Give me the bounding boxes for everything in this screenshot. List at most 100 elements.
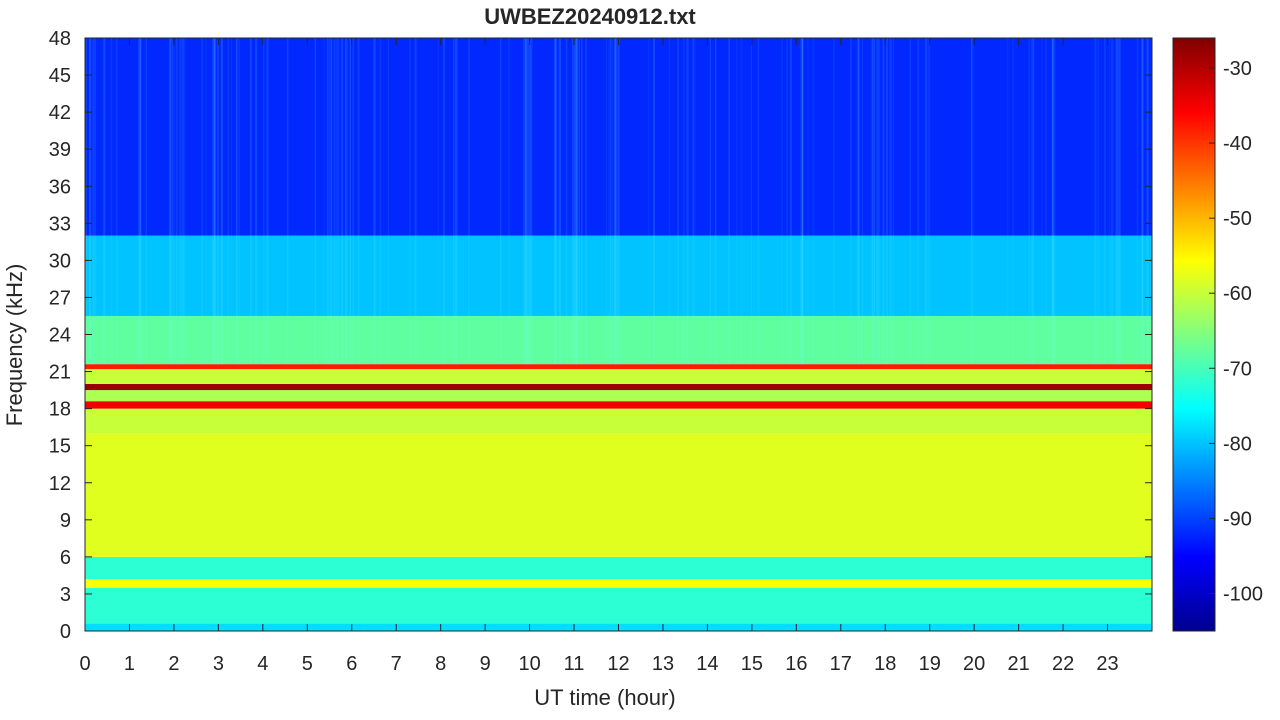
- texture-stripe: [254, 38, 258, 365]
- texture-stripe: [345, 38, 347, 365]
- texture-stripe: [861, 38, 864, 365]
- texture-stripe: [1111, 38, 1114, 365]
- heatmap-band-2: [85, 579, 1152, 588]
- texture-stripe: [326, 38, 329, 365]
- colorbar-tick-label: -30: [1223, 58, 1252, 80]
- texture-stripe: [238, 38, 240, 365]
- x-tick-label: 4: [257, 653, 268, 675]
- y-tick-label: 36: [49, 176, 71, 198]
- texture-stripe: [553, 38, 556, 365]
- texture-stripe: [357, 38, 360, 365]
- texture-stripe: [576, 38, 579, 365]
- texture-stripe: [653, 38, 656, 365]
- texture-stripe: [612, 38, 614, 365]
- x-tick-label: 14: [696, 653, 718, 675]
- texture-stripe: [220, 38, 223, 365]
- texture-stripe: [693, 38, 696, 365]
- texture-stripe: [455, 38, 458, 365]
- texture-stripe: [213, 38, 216, 365]
- x-axis-label: UT time (hour): [534, 685, 675, 710]
- texture-stripe: [212, 38, 214, 365]
- y-tick-label: 42: [49, 102, 71, 124]
- heatmap-band-12: [85, 235, 1152, 316]
- texture-stripe: [528, 38, 531, 365]
- texture-stripe: [692, 38, 694, 365]
- texture-stripe: [873, 38, 875, 365]
- colorbar-tick-label: -40: [1223, 133, 1252, 155]
- texture-stripe: [453, 38, 455, 365]
- texture-stripe: [585, 38, 587, 365]
- texture-stripe: [468, 38, 470, 365]
- x-tick-label: 5: [302, 653, 313, 675]
- x-tick-label: 0: [79, 653, 90, 675]
- y-tick-label: 45: [49, 65, 71, 87]
- texture-stripe: [379, 38, 382, 365]
- texture-stripe: [882, 38, 885, 365]
- texture-stripe: [341, 38, 344, 365]
- texture-stripe: [102, 38, 106, 365]
- texture-stripe: [249, 38, 252, 365]
- texture-stripe: [181, 38, 184, 365]
- texture-stripe: [614, 38, 617, 365]
- texture-stripe: [176, 38, 179, 365]
- y-axis-label: Frequency (kHz): [2, 264, 27, 427]
- y-tick-label: 30: [49, 250, 71, 272]
- texture-stripe: [85, 38, 87, 365]
- x-axis-ticks: 0 1 2 3 4 5 6 7 8 9 10 11 12 13 14 15 16 17 18 19 20 21 22 23: [79, 38, 1119, 675]
- texture-stripe: [610, 38, 612, 365]
- texture-stripe: [335, 38, 338, 365]
- texture-stripe: [877, 38, 880, 365]
- texture-stripe: [88, 38, 92, 365]
- heatmap-band-11: [85, 315, 1152, 365]
- texture-stripe: [971, 38, 974, 365]
- texture-stripe: [94, 38, 97, 365]
- texture-stripe: [781, 38, 783, 365]
- texture-stripe: [507, 38, 511, 365]
- x-tick-label: 9: [480, 653, 491, 675]
- texture-stripe: [581, 38, 583, 365]
- texture-stripe: [578, 38, 580, 365]
- texture-stripe: [182, 38, 185, 365]
- heatmap-band-13: [85, 38, 1152, 236]
- texture-stripe: [606, 38, 608, 365]
- texture-stripe: [329, 38, 331, 365]
- texture-stripe: [266, 38, 269, 365]
- heatmap-band-10: [85, 364, 1152, 370]
- texture-stripe: [263, 38, 265, 365]
- texture-stripe: [849, 38, 852, 365]
- texture-stripe: [876, 38, 878, 365]
- x-tick-label: 11: [564, 653, 585, 675]
- colorbar-tick-label: -80: [1223, 433, 1252, 455]
- colorbar-tick-label: -50: [1223, 208, 1252, 230]
- texture-stripe: [525, 38, 527, 365]
- texture-stripe: [790, 38, 792, 365]
- y-tick-label: 0: [60, 621, 71, 643]
- texture-stripe: [373, 38, 376, 365]
- texture-stripe: [345, 38, 347, 365]
- texture-stripe: [889, 38, 892, 365]
- y-tick-label: 18: [49, 399, 71, 421]
- texture-stripe: [970, 38, 973, 365]
- x-tick-label: 15: [741, 653, 763, 675]
- texture-stripe: [714, 38, 717, 365]
- texture-stripe: [1045, 38, 1047, 365]
- x-tick-label: 17: [830, 653, 852, 675]
- texture-stripe: [387, 38, 389, 365]
- texture-stripe: [812, 38, 815, 365]
- texture-stripe: [682, 38, 685, 365]
- texture-stripe: [213, 38, 216, 365]
- texture-stripe: [138, 38, 141, 365]
- texture-stripe: [443, 38, 445, 365]
- texture-stripe: [337, 38, 340, 365]
- texture-stripe: [668, 38, 671, 365]
- texture-stripe: [750, 38, 752, 365]
- texture-stripe: [1031, 38, 1034, 365]
- colorbar: [1172, 37, 1216, 632]
- texture-stripe: [1097, 38, 1100, 365]
- texture-stripe: [786, 38, 788, 365]
- texture-stripe: [526, 38, 529, 365]
- texture-stripe: [554, 38, 556, 365]
